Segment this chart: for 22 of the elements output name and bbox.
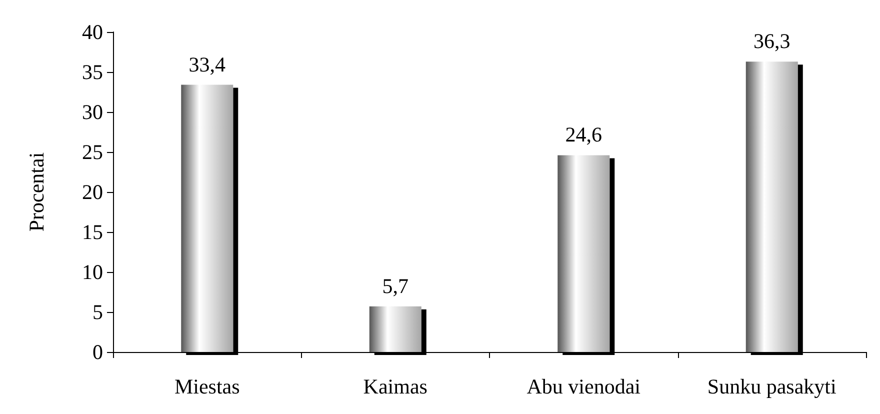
bar: [558, 155, 610, 352]
x-tick-label: Kaimas: [363, 374, 428, 398]
bar: [746, 62, 798, 352]
bar: [181, 84, 234, 352]
y-tick-label: 30: [82, 100, 103, 124]
y-tick-label: 10: [82, 260, 103, 284]
x-tick-label: Miestas: [174, 374, 240, 398]
x-tick-label: Abu vienodai: [526, 374, 641, 398]
data-label: 33,4: [188, 52, 226, 76]
y-tick-label: 20: [82, 180, 103, 204]
data-label: 36,3: [754, 29, 790, 54]
bar: [369, 306, 422, 352]
data-label: 24,6: [565, 122, 602, 147]
y-tick-label: 5: [92, 300, 103, 324]
y-tick-label: 0: [92, 340, 103, 364]
y-tick-label: 25: [82, 140, 103, 164]
data-label: 5,7: [382, 274, 408, 298]
y-axis-title: Procentai: [24, 152, 48, 232]
x-tick-label: Sunku pasakyti: [707, 374, 836, 398]
y-tick-label: 40: [82, 20, 103, 44]
y-tick-label: 35: [82, 60, 103, 84]
y-tick-label: 15: [82, 220, 103, 244]
